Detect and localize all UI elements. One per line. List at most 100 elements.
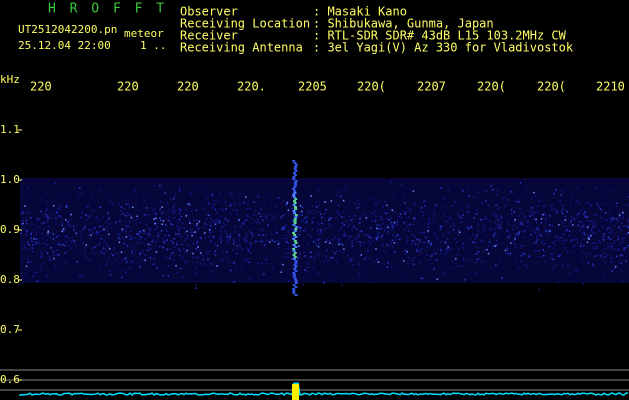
- meteor-pixel: [292, 172, 296, 174]
- noise-dot: [372, 281, 375, 283]
- noise-dot: [594, 255, 596, 257]
- noise-dot: [57, 243, 59, 246]
- noise-dot: [146, 233, 148, 235]
- noise-dot: [48, 236, 51, 238]
- noise-dot: [45, 213, 47, 216]
- noise-dot: [278, 247, 280, 249]
- noise-dot: [436, 235, 438, 237]
- noise-dot: [481, 239, 483, 242]
- noise-dot: [618, 248, 620, 250]
- noise-dot: [348, 215, 351, 218]
- noise-dot: [141, 258, 143, 261]
- meteor-pixel: [292, 178, 296, 180]
- noise-dot: [433, 221, 436, 224]
- noise-dot: [209, 262, 212, 264]
- noise-dot: [176, 225, 178, 228]
- noise-dot: [208, 203, 210, 205]
- noise-dot: [209, 224, 212, 227]
- noise-dot: [496, 194, 498, 197]
- noise-dot: [414, 243, 417, 246]
- noise-dot: [54, 265, 57, 267]
- noise-dot: [285, 203, 288, 206]
- noise-dot: [522, 223, 524, 225]
- noise-dot: [178, 190, 180, 192]
- noise-dot: [570, 220, 572, 222]
- noise-dot: [124, 243, 126, 245]
- noise-dot: [139, 222, 142, 224]
- noise-dot: [126, 212, 129, 214]
- noise-dot: [531, 229, 533, 232]
- noise-dot: [21, 260, 24, 262]
- noise-dot: [46, 208, 48, 210]
- noise-dot: [516, 199, 518, 202]
- noise-dot: [567, 264, 569, 266]
- noise-dot: [613, 242, 616, 245]
- noise-dot: [514, 243, 516, 246]
- noise-dot: [569, 221, 571, 224]
- noise-dot: [458, 248, 460, 250]
- noise-dot: [380, 218, 382, 221]
- noise-dot: [407, 207, 410, 209]
- noise-dot: [172, 206, 174, 208]
- noise-dot: [128, 203, 130, 206]
- noise-dot: [583, 233, 586, 235]
- noise-dot: [238, 219, 240, 221]
- noise-dot: [166, 248, 168, 251]
- noise-dot: [196, 261, 198, 263]
- noise-dot: [316, 206, 318, 208]
- noise-dot: [581, 251, 583, 254]
- meteor-pixel: [293, 240, 297, 242]
- noise-dot: [387, 231, 390, 233]
- noise-dot: [494, 232, 496, 234]
- noise-dot: [50, 247, 52, 249]
- noise-dot: [560, 210, 562, 212]
- noise-dot: [377, 231, 380, 234]
- noise-dot: [379, 224, 381, 227]
- noise-dot: [326, 240, 329, 242]
- noise-dot: [349, 261, 352, 263]
- noise-dot: [614, 248, 617, 251]
- noise-dot: [216, 212, 218, 214]
- noise-dot: [535, 241, 537, 244]
- meteor-pixel: [293, 202, 297, 204]
- noise-dot: [26, 231, 29, 233]
- noise-dot: [135, 222, 137, 225]
- noise-dot: [132, 206, 134, 208]
- noise-dot: [418, 231, 420, 234]
- noise-dot: [480, 219, 482, 221]
- noise-dot: [423, 200, 425, 202]
- noise-dot: [537, 226, 539, 228]
- noise-dot: [466, 205, 469, 208]
- noise-dot: [586, 226, 589, 228]
- noise-dot: [344, 232, 346, 234]
- noise-dot: [493, 233, 496, 236]
- noise-dot: [576, 214, 578, 217]
- noise-dot: [337, 204, 340, 206]
- noise-dot: [243, 201, 245, 204]
- noise-dot: [594, 247, 597, 250]
- noise-dot: [553, 192, 555, 195]
- noise-dot: [337, 240, 340, 242]
- noise-dot: [242, 220, 245, 222]
- noise-dot: [369, 243, 371, 245]
- noise-dot: [514, 218, 516, 221]
- noise-dot: [499, 224, 501, 227]
- noise-dot: [348, 235, 350, 237]
- noise-dot: [331, 243, 333, 245]
- noise-dot: [247, 250, 250, 252]
- noise-dot: [228, 238, 230, 240]
- noise-dot: [96, 231, 98, 233]
- meteor-pixel: [294, 270, 298, 272]
- noise-dot: [317, 254, 320, 256]
- noise-dot: [395, 235, 398, 237]
- noise-dot: [95, 216, 98, 218]
- noise-dot: [514, 236, 516, 238]
- noise-dot: [303, 255, 306, 257]
- noise-dot: [141, 250, 144, 252]
- noise-dot: [569, 250, 572, 253]
- noise-dot: [564, 239, 566, 241]
- noise-dot: [380, 227, 382, 230]
- noise-dot: [500, 216, 503, 219]
- noise-dot: [180, 215, 183, 218]
- noise-dot: [382, 206, 384, 208]
